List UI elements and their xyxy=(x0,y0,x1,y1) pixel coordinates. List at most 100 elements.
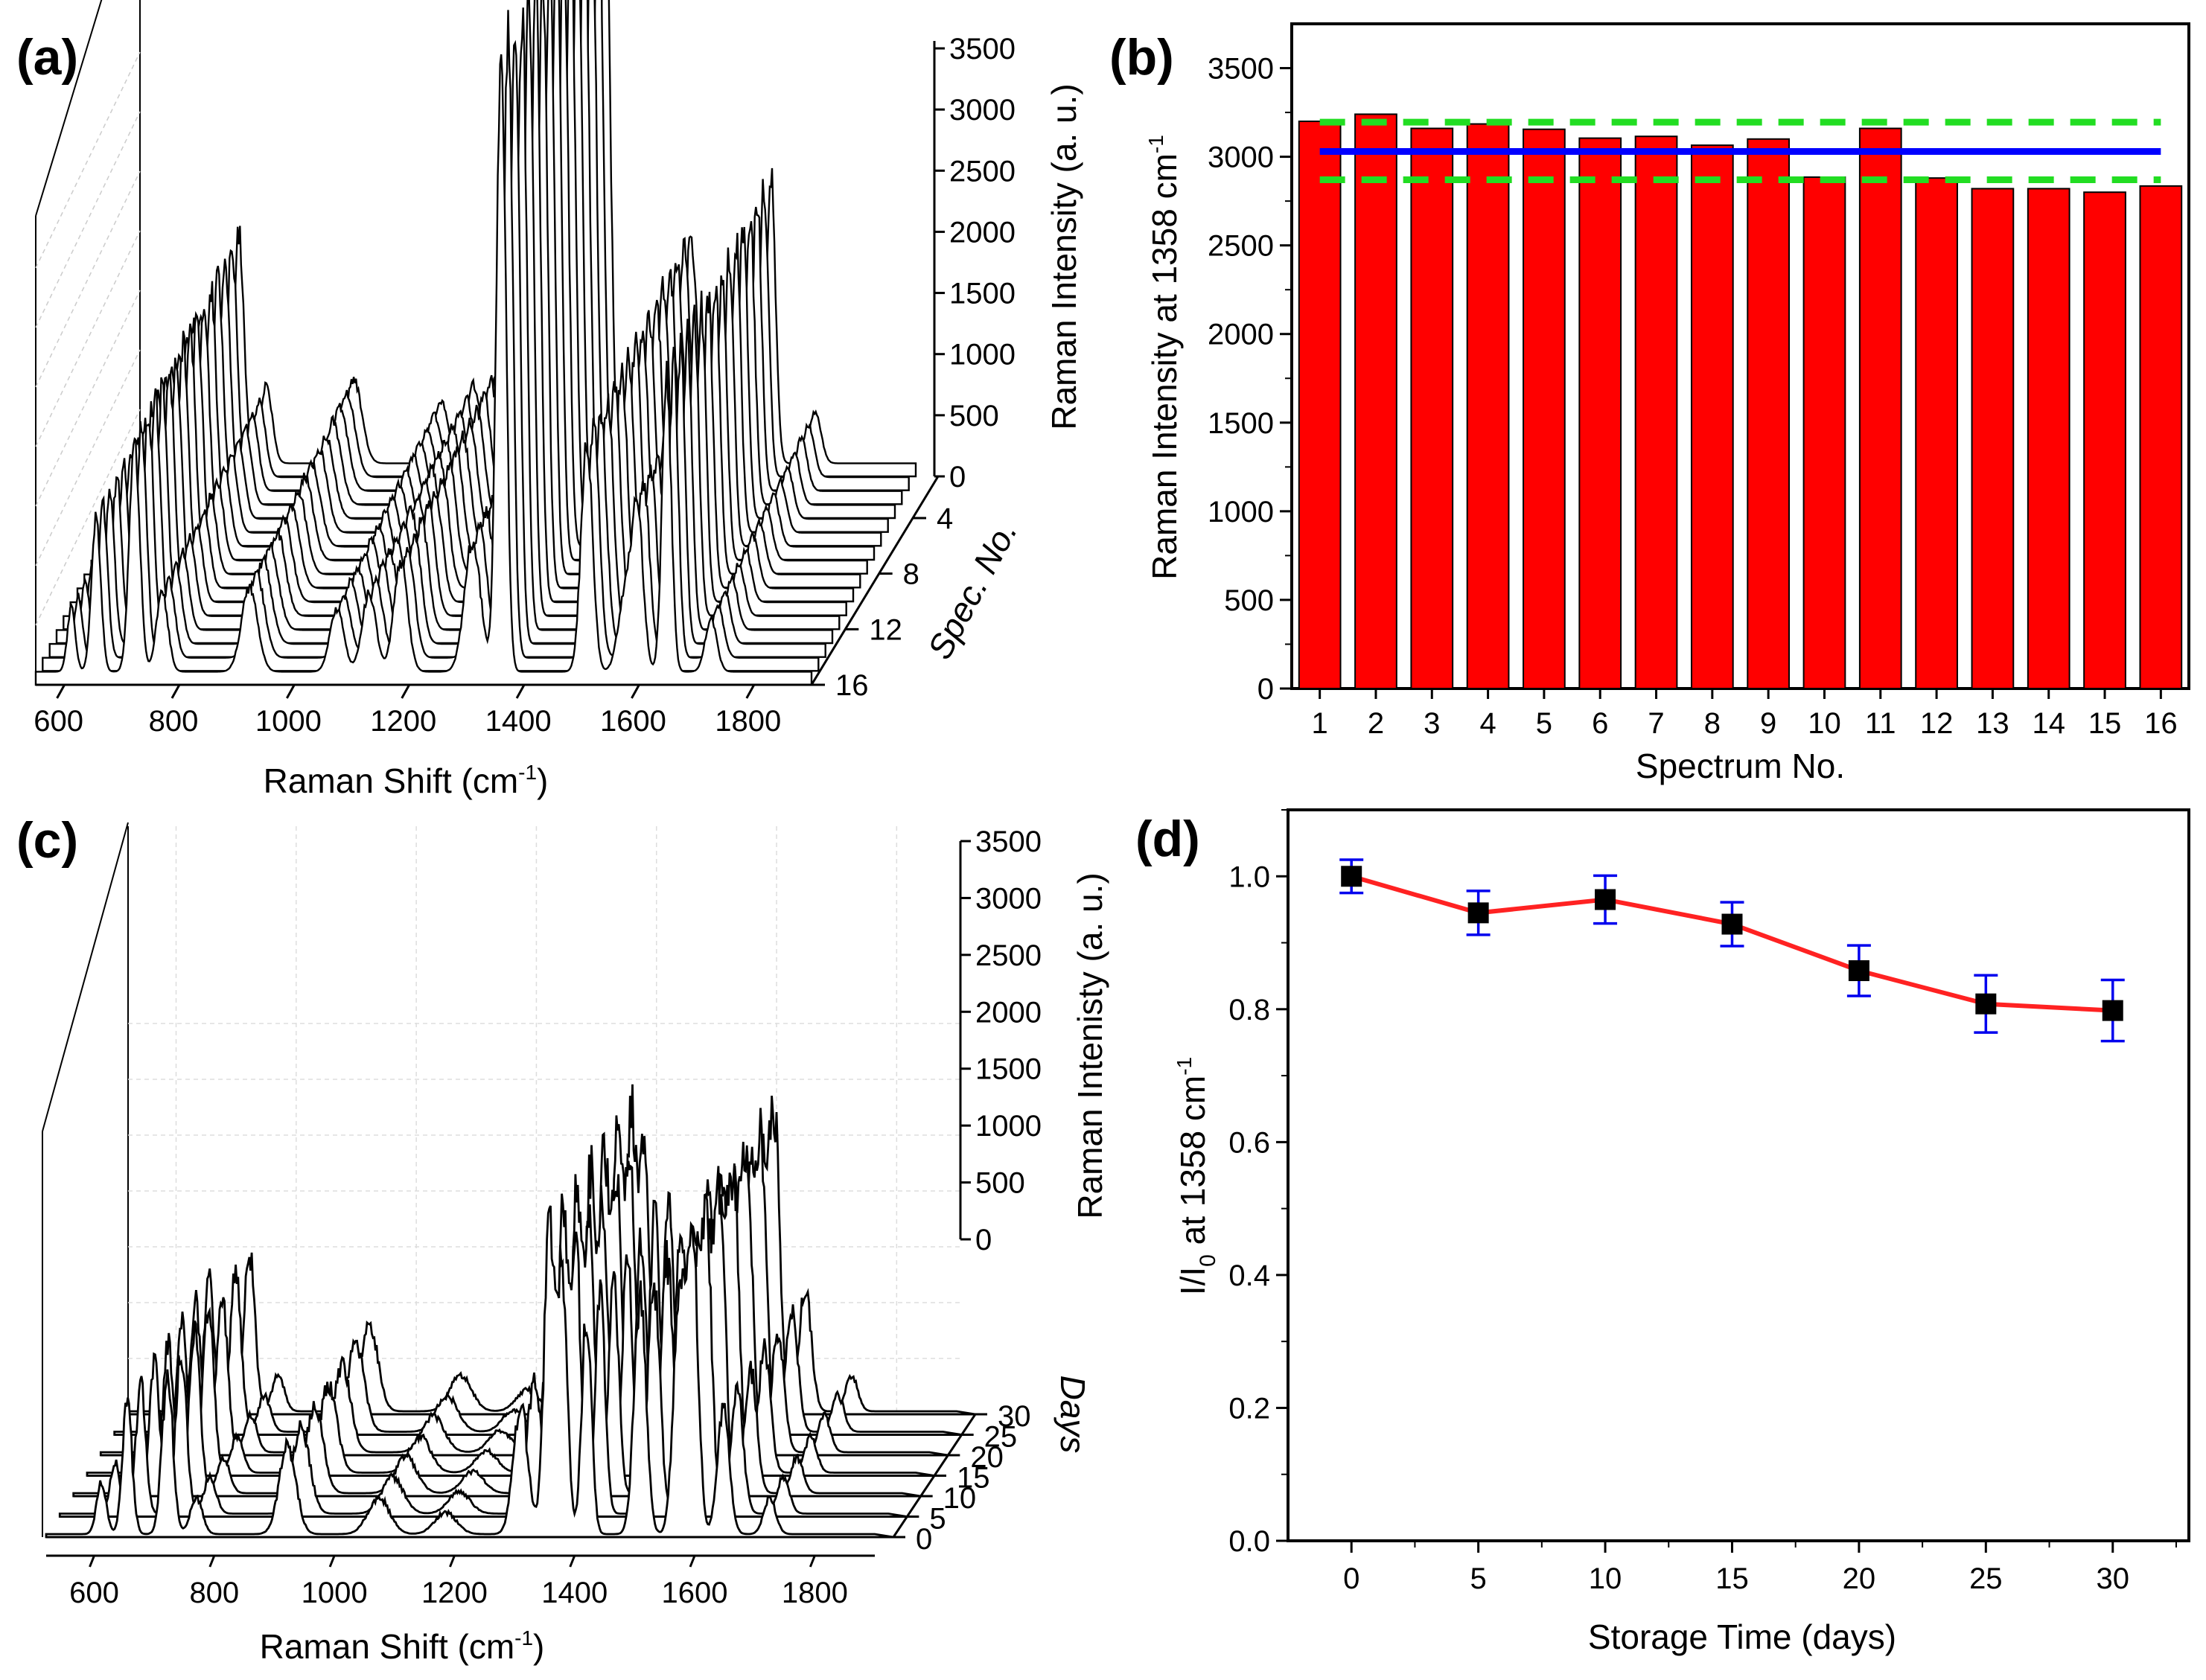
bar-14 xyxy=(2027,188,2070,690)
x-tick-label-a: 1800 xyxy=(715,705,781,738)
y-tick-label-d: 0.4 xyxy=(1228,1259,1270,1292)
x-axis-label-c-sup: -1 xyxy=(514,1626,533,1649)
y-axis-label-d-main: I/I xyxy=(1173,1267,1212,1295)
bar-8 xyxy=(1690,144,1734,689)
bar-13 xyxy=(1971,188,2015,690)
x-tick-a xyxy=(56,684,66,699)
y-axis-label-d-sup: -1 xyxy=(1173,1057,1196,1076)
x-tick-label-a: 1200 xyxy=(370,705,436,738)
bar-1 xyxy=(1298,120,1342,689)
y-axis-label-d-sub: 0 xyxy=(1196,1254,1220,1267)
bar-3 xyxy=(1410,127,1454,690)
x-tick-label-d: 15 xyxy=(1715,1562,1749,1595)
z-axis-label-a: Spec. No. xyxy=(919,514,1024,665)
x-tick-label-a: 800 xyxy=(149,705,199,738)
y-tick-label-c: 1000 xyxy=(975,1110,1042,1143)
x-tick-label-c: 1800 xyxy=(782,1577,848,1609)
y-axis-label-b-sup: -1 xyxy=(1144,135,1167,153)
x-axis-label-a-sup: -1 xyxy=(518,761,537,784)
x-axis-label-d: Storage Time (days) xyxy=(1588,1617,1896,1656)
y-tick-label-b: 500 xyxy=(1224,584,1274,617)
y-tick-label-d: 0.6 xyxy=(1228,1126,1270,1159)
x-tick-label-b: 4 xyxy=(1479,707,1496,740)
x-tick-label-c: 600 xyxy=(69,1577,119,1609)
y-tick-label-d: 0.8 xyxy=(1228,994,1270,1026)
y-tick-label-a: 2000 xyxy=(949,216,1016,249)
bar-9 xyxy=(1747,138,1791,689)
z-tick-label-c: 30 xyxy=(998,1400,1031,1433)
x-axis-label-a-end: ) xyxy=(537,761,548,800)
y-tick-label-a: 2500 xyxy=(949,155,1016,188)
y-tick-label-d: 1.0 xyxy=(1228,860,1270,893)
z-tick-label-c: 25 xyxy=(984,1421,1018,1454)
x-tick-label-d: 25 xyxy=(1969,1562,2003,1595)
x-axis-label-a: Raman Shift (cm-1) xyxy=(264,761,549,800)
y-tick-label-b: 0 xyxy=(1257,673,1274,706)
side-grid xyxy=(35,51,141,269)
x-tick-label-b: 3 xyxy=(1424,707,1440,740)
panel-label-d: (d) xyxy=(1135,811,1200,867)
z-tick-label-a: 16 xyxy=(835,669,869,702)
z-tick-label-c: 5 xyxy=(929,1503,946,1536)
x-tick-c xyxy=(809,1555,816,1568)
y-axis-label-c: Raman Intenisty (a. u.) xyxy=(1071,872,1109,1219)
side-wall-top-c xyxy=(42,822,129,1132)
x-tick-a xyxy=(745,684,756,699)
x-tick-a xyxy=(515,684,526,699)
bar-5 xyxy=(1523,128,1566,689)
side-grid xyxy=(35,290,141,507)
x-tick-label-d: 10 xyxy=(1589,1562,1622,1595)
bar-2 xyxy=(1354,113,1397,689)
z-axis-a xyxy=(810,476,940,686)
x-tick-label-b: 14 xyxy=(2032,707,2065,740)
x-tick-label-b: 8 xyxy=(1704,707,1721,740)
side-wall-top xyxy=(35,0,103,217)
y-tick-label-b: 2000 xyxy=(1208,319,1274,351)
x-tick-label-d: 30 xyxy=(2096,1562,2129,1595)
y-tick-label-c: 2000 xyxy=(975,996,1042,1029)
y-tick-label-b: 2500 xyxy=(1208,230,1274,263)
data-point-day-25 xyxy=(1975,993,1997,1015)
data-point-day-10 xyxy=(1595,889,1616,910)
panel-d: 0 5 10 15 20 25 30 0.0 0.2 0.4 0.6 0.8 1.0 Storage Ti… xyxy=(1135,808,2190,1656)
x-axis-label-a-main: Raman Shift (cm xyxy=(264,761,519,800)
z-axis-label-c: Days xyxy=(1053,1376,1092,1454)
z-tick-label-a: 12 xyxy=(869,613,902,646)
x-tick-label-c: 1600 xyxy=(662,1577,728,1609)
panel-label-a: (a) xyxy=(16,29,78,86)
x-tick-label-b: 9 xyxy=(1760,707,1776,740)
x-tick-a xyxy=(401,684,411,699)
x-tick-label-b: 16 xyxy=(2144,707,2178,740)
panel-a: 600 800 1000 1200 1400 1600 1800 Raman Shift (c… xyxy=(16,0,1083,800)
x-axis-label-c: Raman Shift (cm-1) xyxy=(260,1626,545,1666)
panel-label-b: (b) xyxy=(1109,29,1174,86)
x-tick-a xyxy=(631,684,640,699)
plot-frame-d xyxy=(1287,808,2190,1542)
y-tick-label-c: 3000 xyxy=(975,882,1042,915)
x-tick-c xyxy=(89,1555,95,1568)
spectrum-a-12 xyxy=(63,0,841,630)
y-tick-label-c: 2500 xyxy=(975,939,1042,972)
z-tick-label-c: 10 xyxy=(943,1482,977,1515)
side-grid xyxy=(35,111,141,328)
x-tick-c xyxy=(689,1555,696,1568)
y-axis-label-a: Raman Intensity (a. u.) xyxy=(1045,83,1083,429)
bar-15 xyxy=(2083,191,2126,689)
x-tick-a xyxy=(170,684,181,699)
y-tick-label-d: 0.0 xyxy=(1228,1525,1270,1558)
x-tick-label-a: 600 xyxy=(34,705,83,738)
x-tick-label-a: 1000 xyxy=(255,705,322,738)
x-tick-label-b: 7 xyxy=(1648,707,1664,740)
panel-label-c: (c) xyxy=(16,812,78,869)
z-tick-label-c: 15 xyxy=(957,1462,990,1495)
side-grid xyxy=(35,349,141,566)
x-tick-label-d: 5 xyxy=(1470,1562,1487,1595)
x-tick-label-a: 1400 xyxy=(485,705,552,738)
spectrum-c-day-25 xyxy=(113,1108,962,1436)
x-tick-label-b: 11 xyxy=(1865,707,1896,740)
y-tick-label-c: 1500 xyxy=(975,1053,1042,1086)
plot-frame-b xyxy=(1290,22,2190,690)
x-tick-label-b: 10 xyxy=(1808,707,1841,740)
y-tick-label-a: 500 xyxy=(949,400,999,432)
